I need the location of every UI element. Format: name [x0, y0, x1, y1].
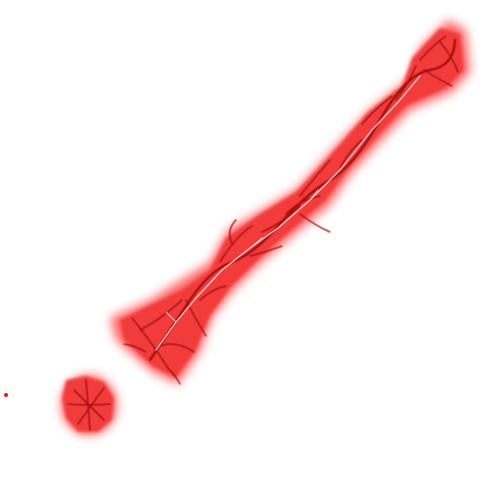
vein-branch	[159, 343, 195, 353]
vein-branch	[299, 213, 331, 233]
vein-branch	[199, 285, 227, 301]
vein-branch	[123, 343, 147, 353]
vein-branch	[139, 299, 183, 331]
vein-branch	[229, 219, 237, 245]
vein-branch	[439, 41, 459, 73]
lightning-core	[155, 75, 421, 351]
vein-branch	[419, 35, 447, 61]
lightning-core-segment	[155, 75, 421, 351]
stray-speck	[4, 393, 8, 397]
vein-branch	[339, 139, 363, 169]
lightning-core-segment	[309, 189, 319, 201]
vein-branch	[85, 379, 91, 431]
main-streak-body	[120, 28, 464, 378]
vein-branch	[148, 38, 457, 362]
vein-branch	[285, 195, 321, 215]
vein-branch	[249, 245, 283, 257]
vein-branch	[131, 317, 169, 369]
vein-branch	[423, 69, 453, 87]
vein-branch	[361, 95, 393, 125]
vein-branch	[261, 205, 301, 233]
vein-branch	[185, 299, 207, 337]
lightning-core-segment	[249, 237, 263, 249]
vein-branch	[299, 159, 331, 197]
vein-branch	[219, 225, 253, 263]
vein-branches	[67, 35, 459, 431]
vein-branch	[167, 367, 181, 385]
lightning-core-segment	[165, 311, 177, 323]
vein-branch	[395, 65, 417, 101]
